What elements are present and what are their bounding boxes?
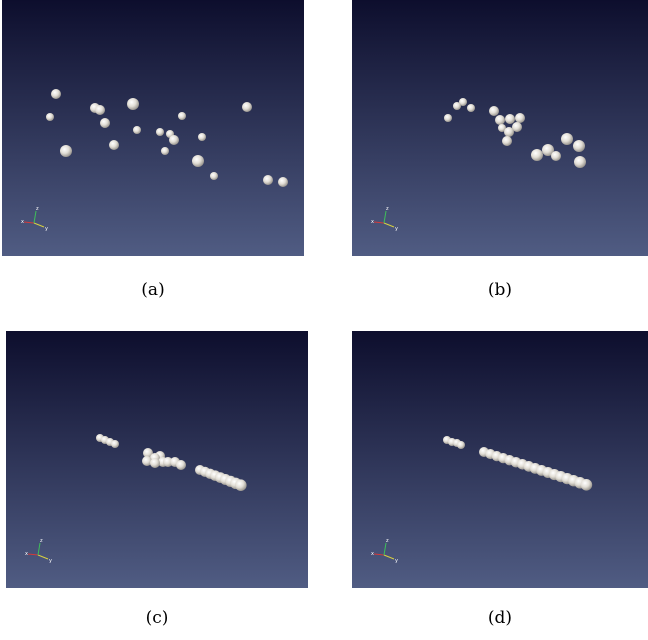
caption: (a) <box>141 280 164 300</box>
sphere <box>278 177 288 187</box>
sphere <box>127 98 139 110</box>
sphere <box>489 106 499 116</box>
sphere <box>176 460 186 470</box>
sphere <box>150 458 160 468</box>
sphere <box>100 118 110 128</box>
sphere <box>495 115 505 125</box>
sphere <box>46 113 54 121</box>
axis-label: x <box>371 551 374 557</box>
sphere <box>192 155 204 167</box>
axis-label: z <box>386 206 389 212</box>
sphere <box>51 89 61 99</box>
axis-label: z <box>386 538 389 544</box>
axis-label: x <box>371 219 374 225</box>
sphere <box>95 105 105 115</box>
axis-label: y <box>395 226 398 232</box>
sphere <box>444 114 452 122</box>
sphere <box>60 145 72 157</box>
sphere <box>467 104 475 112</box>
sphere <box>504 127 514 137</box>
sphere <box>133 126 141 134</box>
sphere <box>457 441 465 449</box>
axis-label: y <box>45 226 48 232</box>
sphere <box>573 140 585 152</box>
caption: (d) <box>488 608 512 628</box>
sphere <box>551 151 561 161</box>
axis-label: x <box>21 219 24 225</box>
sphere <box>235 479 247 491</box>
sphere <box>198 133 206 141</box>
sphere <box>502 136 512 146</box>
sphere <box>574 156 586 168</box>
panel: x y z (c) <box>6 331 308 628</box>
sphere <box>161 147 169 155</box>
sphere <box>210 172 218 180</box>
sphere <box>169 135 179 145</box>
caption: (b) <box>488 280 512 300</box>
axis-label: y <box>395 558 398 564</box>
axis-label: z <box>40 538 43 544</box>
page: xyz(a)xyz(b)xyz(c)xyz(d) (() => { const … <box>0 0 648 640</box>
sphere <box>242 102 252 112</box>
axis-label: y <box>49 558 52 564</box>
panel: x y z (d) <box>352 331 648 628</box>
caption: (c) <box>146 608 169 628</box>
panel: x y z (a) <box>2 0 304 300</box>
sphere <box>561 133 573 145</box>
sphere <box>453 102 461 110</box>
axis-label: z <box>36 206 39 212</box>
sphere <box>109 140 119 150</box>
figure: x y z (a) x y z (b) x y z (c) x y z (d) <box>0 0 648 640</box>
sphere <box>156 128 164 136</box>
sphere <box>581 479 593 491</box>
sphere <box>263 175 273 185</box>
sphere <box>505 114 515 124</box>
sphere <box>178 112 186 120</box>
render-view <box>2 0 304 256</box>
sphere <box>515 113 525 123</box>
panel: x y z (b) <box>352 0 648 300</box>
axis-label: x <box>25 551 28 557</box>
sphere <box>111 440 119 448</box>
sphere <box>531 149 543 161</box>
